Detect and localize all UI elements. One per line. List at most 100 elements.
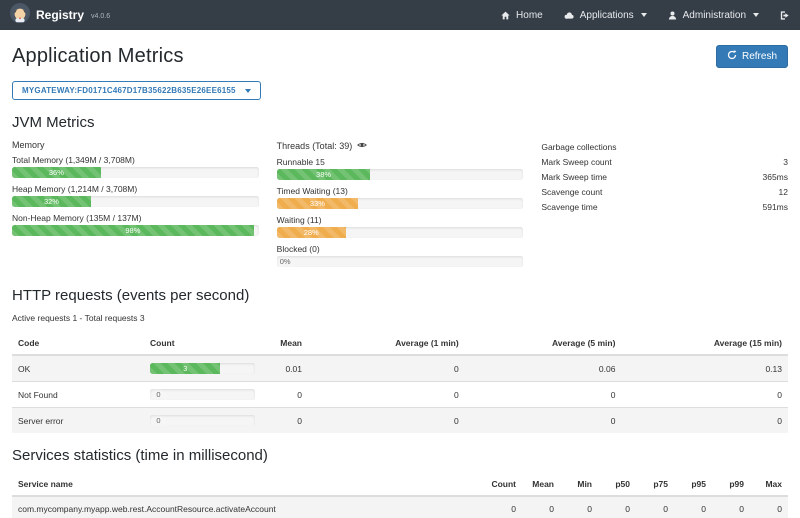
home-icon (500, 10, 511, 21)
column-header-min: Min (560, 473, 598, 496)
avg15-cell: 0.13 (621, 355, 788, 382)
progress-track: 38% (277, 169, 524, 180)
table-row: Not Found 0 0 0 0 0 (12, 382, 788, 408)
gc-value: 12 (779, 185, 788, 200)
jvm-metrics-row: Memory Total Memory (1,349M / 3,708M) 36… (12, 140, 788, 273)
code-cell: Not Found (12, 382, 144, 408)
progress-bar: 38% (277, 169, 371, 180)
threads-heading: Threads (Total: 39) (277, 140, 524, 152)
mean-cell: 0 (262, 408, 308, 434)
top-navbar: Registry v4.0.6 Home Applications (0, 0, 800, 30)
metric-label: Non-Heap Memory (135M / 137M) (12, 213, 259, 223)
table-header-row: Code Count Mean Average (1 min) Average … (12, 332, 788, 355)
progress-bar: 32% (12, 196, 91, 207)
jvm-metrics-heading: JVM Metrics (12, 114, 788, 131)
p95-cell: 0 (674, 496, 712, 518)
count-cell: 3 (144, 355, 262, 382)
metric-label: Total Memory (1,349M / 3,708M) (12, 155, 259, 165)
refresh-button[interactable]: Refresh (716, 45, 788, 68)
nav-administration-label: Administration (683, 10, 746, 21)
metric-total-memory: Total Memory (1,349M / 3,708M) 36% (12, 155, 259, 178)
metric-blocked: Blocked (0) 0% (277, 244, 524, 267)
refresh-button-label: Refresh (742, 51, 777, 62)
gc-label: Scavenge count (541, 185, 602, 200)
metric-label: Runnable 15 (277, 157, 524, 167)
memory-heading: Memory (12, 140, 259, 150)
sign-out-icon (779, 10, 790, 21)
gc-heading-label: Garbage collections (541, 140, 616, 155)
nav-applications-label: Applications (580, 10, 634, 21)
avg1-cell: 0 (308, 408, 465, 434)
gc-value: 3 (783, 155, 788, 170)
progress-track: 98% (12, 225, 259, 236)
avg5-cell: 0.06 (465, 355, 622, 382)
code-cell: Server error (12, 408, 144, 434)
column-header-service-name: Service name (12, 473, 484, 496)
metric-nonheap-memory: Non-Heap Memory (135M / 137M) 98% (12, 213, 259, 236)
progress-bar: 98% (12, 225, 254, 236)
nav-administration[interactable]: Administration (667, 10, 759, 21)
progress-track: 28% (277, 227, 524, 238)
brand-version: v4.0.6 (91, 13, 110, 20)
nav-menu: Home Applications Administratio (500, 10, 790, 21)
metric-label: Heap Memory (1,214M / 3,708M) (12, 184, 259, 194)
threads-heading-label: Threads (Total: 39) (277, 141, 353, 151)
progress-bar: 3 (150, 363, 220, 374)
avg5-cell: 0 (465, 382, 622, 408)
http-requests-table: Code Count Mean Average (1 min) Average … (12, 332, 788, 433)
column-header-avg15: Average (15 min) (621, 332, 788, 355)
metric-heap-memory: Heap Memory (1,214M / 3,708M) 32% (12, 184, 259, 207)
metric-runnable: Runnable 15 38% (277, 157, 524, 180)
avg5-cell: 0 (465, 408, 622, 434)
progress-track: 32% (12, 196, 259, 207)
progress-bar: 0 (150, 415, 167, 426)
services-statistics-heading: Services statistics (time in millisecond… (12, 447, 788, 464)
refresh-icon (727, 50, 737, 63)
progress-bar: 0 (150, 389, 167, 400)
page-header: Application Metrics Refresh (12, 45, 788, 68)
column-header-code: Code (12, 332, 144, 355)
column-header-avg5: Average (5 min) (465, 332, 622, 355)
progress-track: 0% (277, 256, 524, 267)
column-header-mean: Mean (262, 332, 308, 355)
avg1-cell: 0 (308, 355, 465, 382)
gc-row: Scavenge count 12 (541, 185, 788, 200)
chevron-down-icon (641, 13, 647, 17)
p75-cell: 0 (636, 496, 674, 518)
eye-icon[interactable] (357, 140, 367, 152)
gc-column: Garbage collections Mark Sweep count 3 M… (541, 140, 788, 273)
column-header-p95: p95 (674, 473, 712, 496)
avg1-cell: 0 (308, 382, 465, 408)
progress-bar: 33% (277, 198, 358, 209)
sign-out-button[interactable] (779, 10, 790, 21)
gc-row: Scavenge time 591ms (541, 200, 788, 215)
service-name-cell: com.mycompany.myapp.web.rest.AccountReso… (12, 496, 484, 518)
column-header-p50: p50 (598, 473, 636, 496)
services-statistics-table: Service name Count Mean Min p50 p75 p95 … (12, 473, 788, 518)
progress-track: 0 (150, 389, 255, 400)
brand[interactable]: Registry v4.0.6 (10, 3, 110, 28)
gc-row: Mark Sweep count 3 (541, 155, 788, 170)
progress-bar: 28% (277, 227, 346, 238)
count-cell: 0 (144, 408, 262, 434)
http-requests-subtitle: Active requests 1 - Total requests 3 (12, 313, 788, 323)
progress-bar: 0% (277, 256, 294, 267)
gc-heading: Garbage collections (541, 140, 788, 155)
nav-applications[interactable]: Applications (563, 10, 647, 21)
gc-value: 365ms (763, 170, 789, 185)
p50-cell: 0 (598, 496, 636, 518)
column-header-mean: Mean (522, 473, 560, 496)
metric-waiting: Waiting (11) 28% (277, 215, 524, 238)
metric-label: Waiting (11) (277, 215, 524, 225)
nav-home[interactable]: Home (500, 10, 543, 21)
jhipster-logo (10, 3, 30, 28)
metric-timed-waiting: Timed Waiting (13) 33% (277, 186, 524, 209)
column-header-avg1: Average (1 min) (308, 332, 465, 355)
instance-selector-dropdown[interactable]: MYGATEWAY:FD0171C467D17B35622B635E26EE61… (12, 81, 261, 100)
gc-label: Scavenge time (541, 200, 597, 215)
column-header-max: Max (750, 473, 788, 496)
chevron-down-icon (753, 13, 759, 17)
mean-cell: 0.01 (262, 355, 308, 382)
mean-cell: 0 (522, 496, 560, 518)
progress-bar: 36% (12, 167, 101, 178)
